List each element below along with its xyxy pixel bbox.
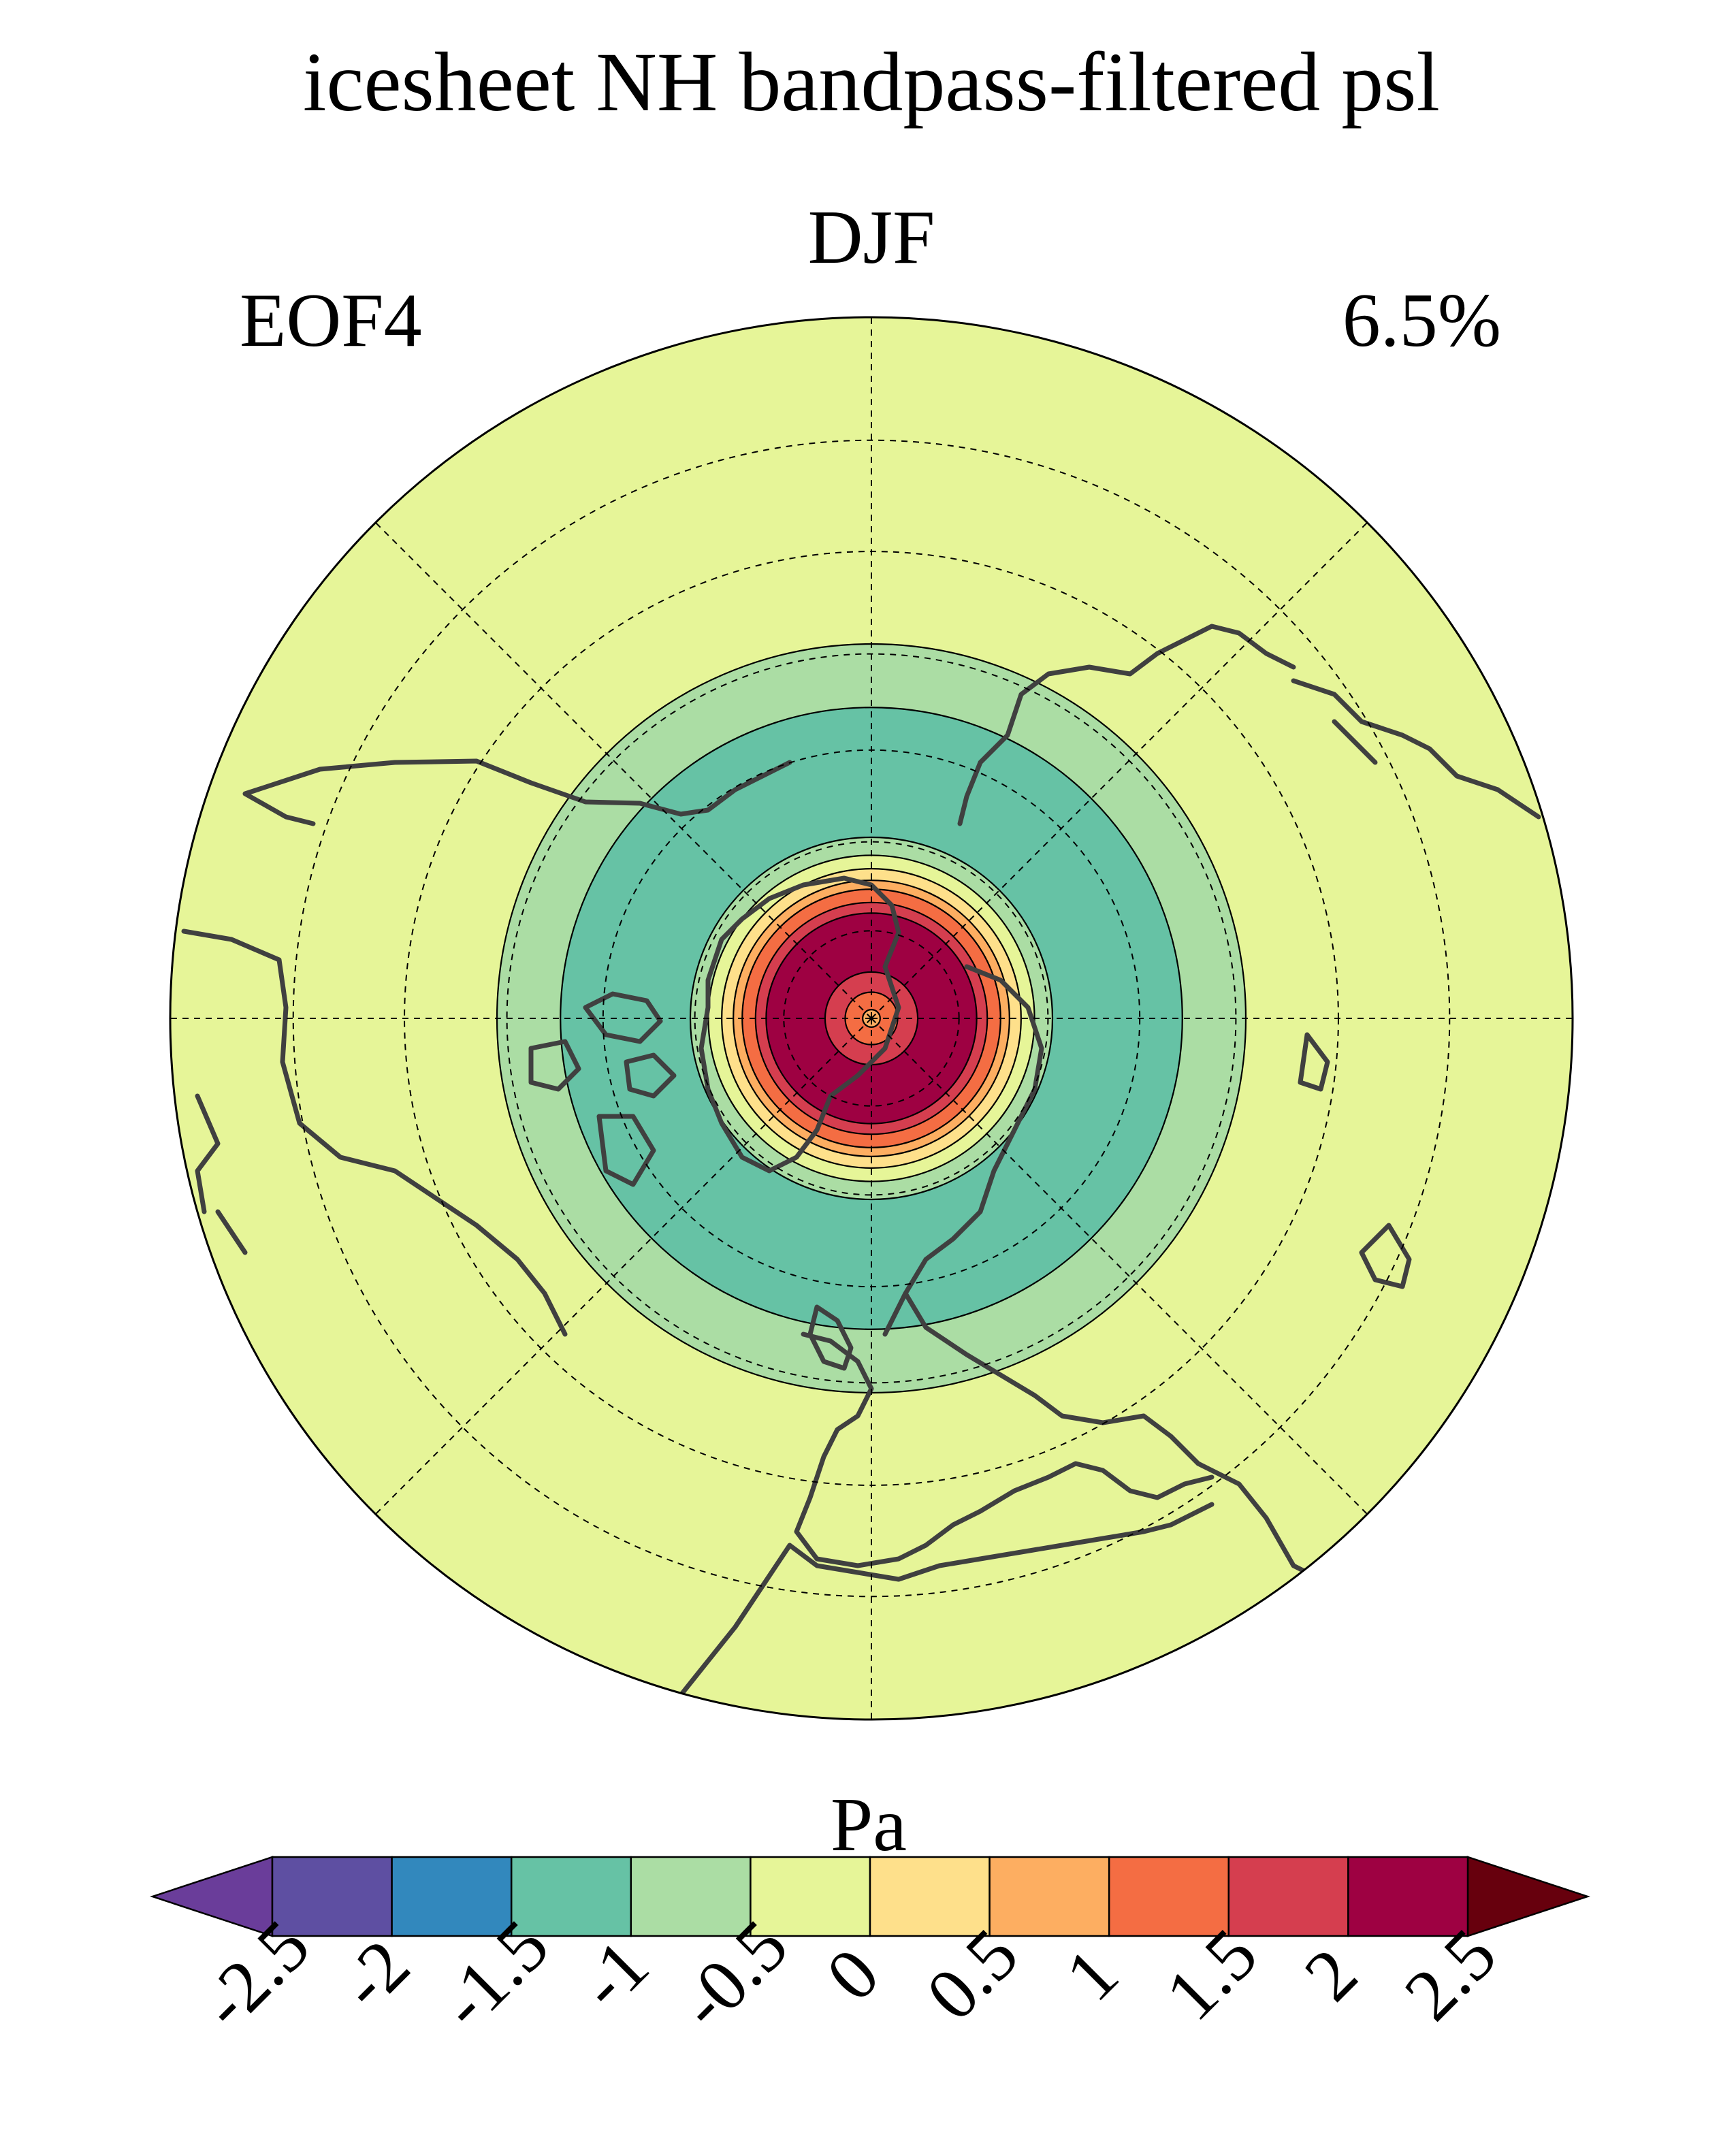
- coastline-canadian-islands: [528, 991, 677, 1187]
- coastline-north-america: [181, 758, 792, 1337]
- map-boundary: [169, 316, 1574, 1721]
- coastline-alaska-russia: [1291, 678, 1541, 1289]
- mode-label: EOF4: [240, 278, 422, 363]
- colorbar-tick-label: 0: [811, 1933, 895, 2016]
- colorbar-segment-4: [750, 1856, 871, 1937]
- meridian-45: [871, 1018, 1368, 1515]
- colorbar-tick-label: 2: [1289, 1933, 1372, 2016]
- polar-map: [169, 316, 1574, 1721]
- colorbar-segment-5: [869, 1856, 991, 1937]
- colorbar: [150, 1856, 1590, 1937]
- coastline-eurasia: [882, 624, 1514, 1677]
- coastlines: [181, 624, 1541, 1720]
- colorbar-tick-label: -1: [564, 1924, 664, 2025]
- meridian-135: [871, 521, 1368, 1019]
- colorbar-extend-high: [1466, 1856, 1590, 1937]
- coastline-britain: [807, 1304, 854, 1371]
- colorbar-segment-2: [510, 1856, 632, 1937]
- colorbar-segment-0: [271, 1856, 393, 1937]
- colorbar-tick-label: 1: [1050, 1933, 1134, 2016]
- parallel-30: [292, 439, 1451, 1598]
- variance-label: 6.5%: [1343, 278, 1501, 363]
- colorbar-label: Pa: [831, 1783, 907, 1867]
- parallel-80: [783, 930, 960, 1107]
- colorbar-segment-8: [1227, 1856, 1349, 1937]
- colorbar-segment-3: [630, 1856, 752, 1937]
- colorbar-segment-7: [1108, 1856, 1230, 1937]
- graticule: [170, 317, 1573, 1720]
- coastline-greenland: [698, 875, 901, 1174]
- coastline-europe: [794, 1332, 1215, 1568]
- meridian-225: [374, 521, 872, 1019]
- chart-title: icesheet NH bandpass-filtered psl: [303, 35, 1440, 129]
- colorbar-segment-6: [988, 1856, 1110, 1937]
- colorbar-segment-9: [1347, 1856, 1469, 1937]
- season-label: DJF: [808, 195, 935, 280]
- colorbar-segment-1: [391, 1856, 513, 1937]
- colorbar-tick-label: -2: [325, 1924, 425, 2025]
- meridian-315: [374, 1018, 872, 1515]
